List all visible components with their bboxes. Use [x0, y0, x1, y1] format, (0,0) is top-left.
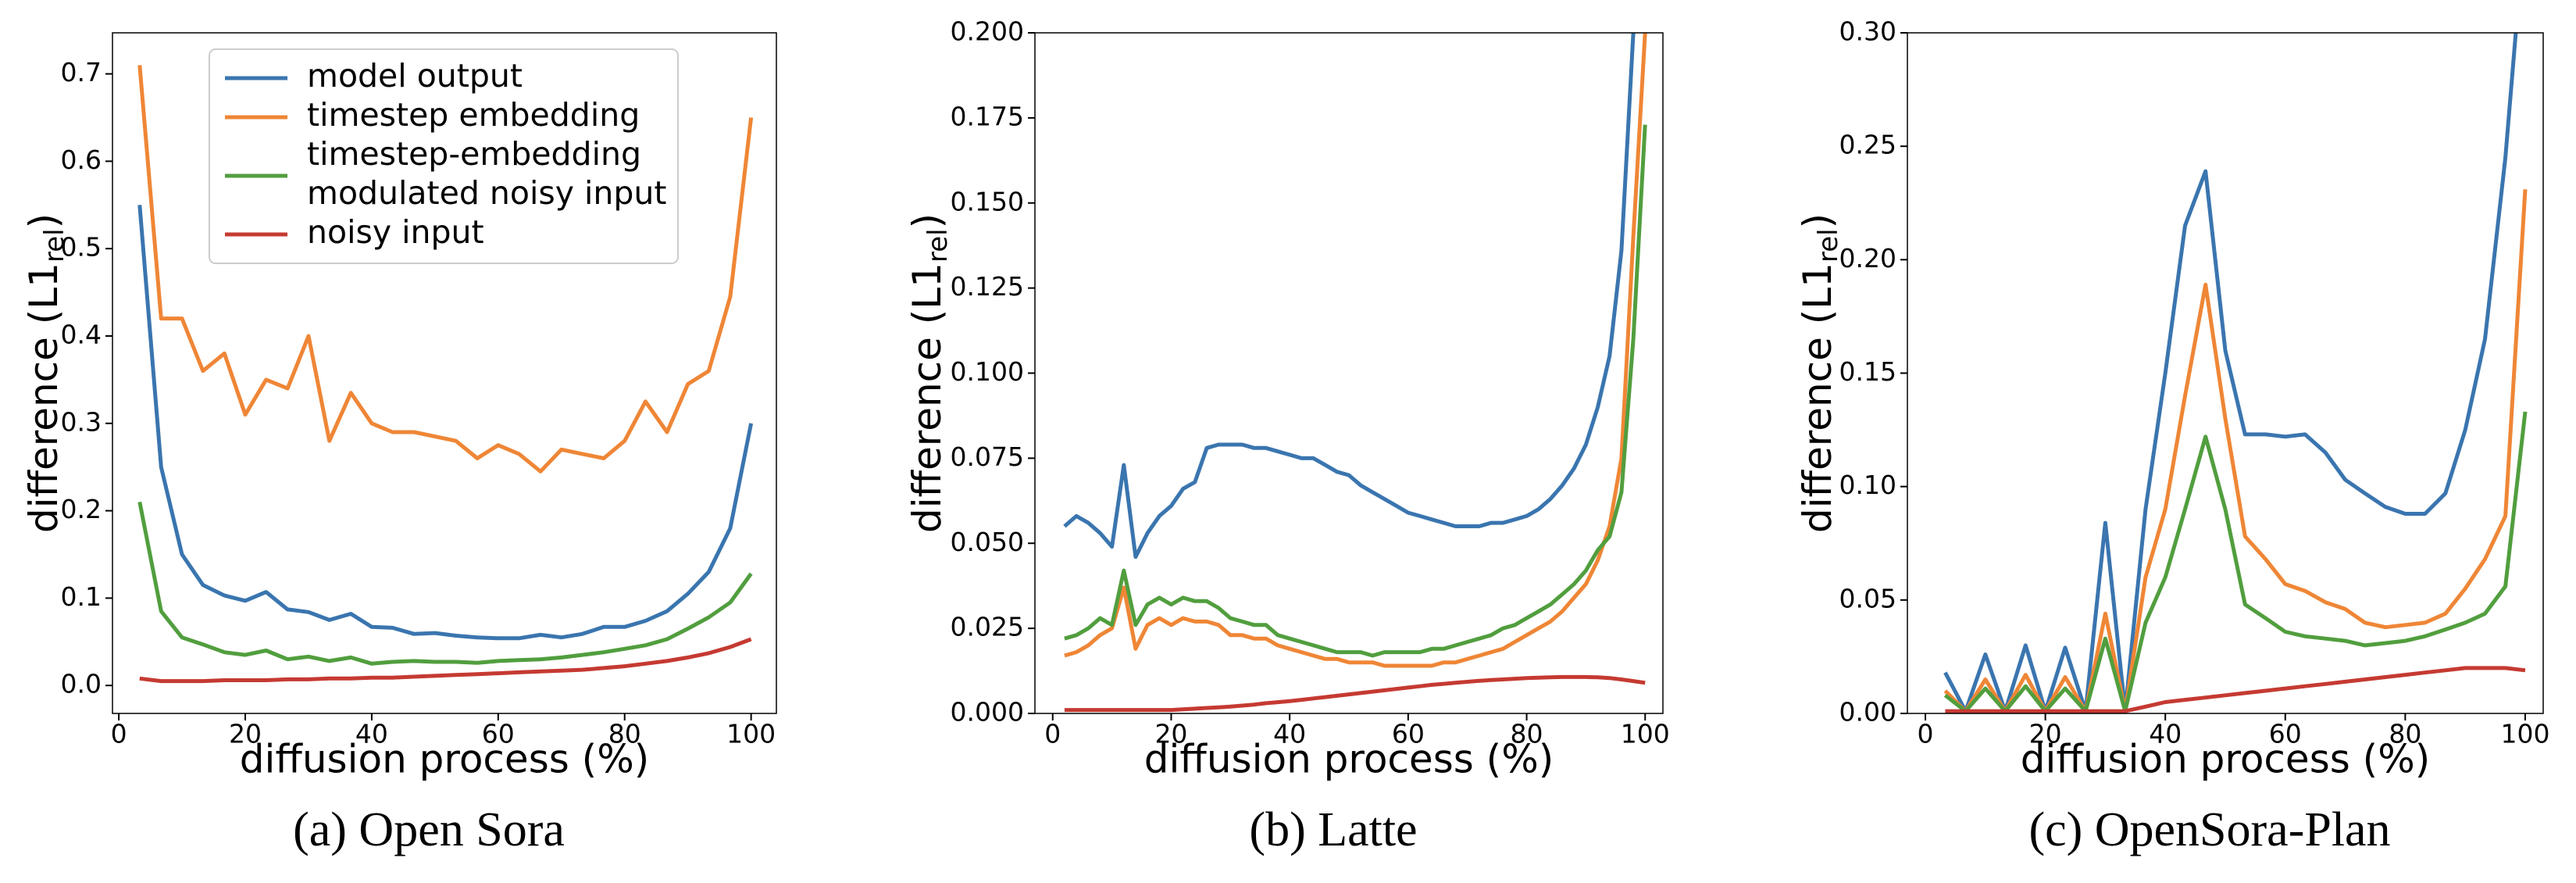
y-tick-label: 0.150 — [951, 186, 1024, 216]
x-tick-label: 20 — [1154, 719, 1187, 749]
series-line — [1064, 33, 1647, 668]
x-tick-label: 60 — [482, 719, 515, 749]
series-line — [1943, 411, 2528, 713]
plot-frame — [112, 32, 777, 714]
y-axis-label: difference (L1rel) — [904, 213, 954, 533]
series-line — [1064, 124, 1647, 658]
y-tick-label: 0.25 — [1839, 130, 1896, 160]
legend-box — [209, 48, 679, 264]
x-tick-label: 100 — [726, 719, 776, 749]
series-line — [1943, 33, 2518, 713]
x-tick-label: 20 — [2029, 719, 2062, 749]
x-tick-label: 100 — [1621, 719, 1670, 749]
x-tick-label: 60 — [2269, 719, 2302, 749]
y-axis-label-end: ) — [904, 213, 950, 229]
series-line — [1063, 33, 1636, 559]
legend-label-line: modulated noisy input — [307, 174, 667, 212]
x-tick-label: 80 — [2389, 719, 2421, 749]
series-line — [139, 637, 752, 684]
chart-caption: (c) OpenSora-Plan — [2028, 803, 2390, 856]
y-tick-label: 0.15 — [1839, 356, 1896, 387]
x-tick-label: 0 — [1044, 719, 1061, 749]
y-tick-label: 0.100 — [951, 356, 1024, 387]
y-axis-label-sub: rel — [1813, 228, 1844, 263]
y-tick-label: 0.4 — [61, 319, 102, 349]
plot-frame — [1907, 32, 2544, 714]
legend-label-line: timestep-embedding — [307, 135, 641, 173]
y-tick-label: 0.125 — [951, 271, 1024, 302]
y-tick-label: 0.6 — [61, 145, 102, 175]
chart-caption: (b) Latte — [1249, 803, 1417, 856]
y-tick-label: 0.025 — [951, 612, 1024, 642]
x-tick-label: 40 — [1273, 719, 1306, 749]
x-tick-label: 40 — [355, 719, 388, 749]
x-tick-label: 80 — [608, 719, 641, 749]
lines — [1943, 33, 2528, 713]
series-line — [137, 501, 753, 666]
lines — [137, 65, 754, 684]
chart-caption: (a) Open Sora — [293, 803, 565, 856]
x-tick-label: 100 — [2500, 719, 2549, 749]
y-axis-label: difference (L1rel) — [1795, 213, 1844, 533]
y-tick-label: 0.20 — [1839, 243, 1896, 273]
series-line — [137, 65, 754, 474]
y-tick-label: 0.3 — [61, 406, 102, 437]
y-axis-label-sub: rel — [922, 228, 954, 263]
series-line — [137, 205, 754, 641]
plot-frame — [1034, 32, 1664, 714]
y-tick-label: 0.10 — [1839, 470, 1896, 500]
y-tick-label: 0.5 — [61, 232, 102, 263]
x-tick-label: 80 — [1511, 719, 1543, 749]
x-tick-label: 40 — [2149, 719, 2182, 749]
y-tick-label: 0.30 — [1839, 16, 1896, 47]
y-axis-label-main: difference (L1 — [904, 263, 950, 533]
y-axis-label: difference (L1rel) — [21, 213, 70, 533]
legend-label-text: timestep-embedding modulated noisy input — [307, 135, 667, 212]
y-axis-label-main: difference (L1 — [1795, 263, 1840, 533]
legend-label: timestep-embedding modulated noisy input — [307, 135, 667, 212]
legend-label-text: model output — [307, 57, 523, 95]
legend-label: model output — [307, 57, 523, 95]
legend-label-text: timestep embedding — [307, 96, 640, 134]
lines — [1063, 33, 1647, 713]
series-line — [1945, 666, 2526, 713]
y-tick-label: 0.1 — [61, 581, 102, 612]
x-axis-label: diffusion process (%) — [1144, 737, 1554, 782]
x-axis-label: diffusion process (%) — [240, 737, 649, 782]
y-tick-label: 0.00 — [1839, 697, 1896, 727]
x-tick-label: 0 — [111, 719, 127, 749]
y-tick-label: 0.0 — [61, 669, 102, 699]
x-tick-label: 0 — [1918, 719, 1934, 749]
legend-label-text: noisy input — [307, 213, 484, 251]
chart: 0.000 0.025 0.050 0.075 0.100 0.125 0.150 0.175… — [904, 16, 1670, 857]
x-tick-label: 60 — [1392, 719, 1425, 749]
y-tick-label: 0.050 — [951, 527, 1024, 557]
chart: 0.00 0.05 0.10 0.15 0.20 0.25 0.30 0 20 40 60 80 100… — [1795, 16, 2550, 857]
series-line — [1064, 674, 1646, 713]
y-tick-label: 0.175 — [951, 101, 1024, 131]
chart: 0.0 0.1 0.2 0.3 0.4 0.5 0.6 0.7 0 20 40 60 80 100 diff… — [21, 32, 777, 856]
y-tick-label: 0.7 — [61, 57, 102, 88]
x-axis-label: diffusion process (%) — [2021, 737, 2430, 782]
y-axis-label-end: ) — [21, 213, 66, 229]
y-tick-label: 0.000 — [951, 697, 1024, 727]
legend-label: timestep embedding — [307, 96, 640, 134]
x-tick-label: 20 — [229, 719, 262, 749]
y-tick-label: 0.200 — [951, 16, 1024, 47]
y-tick-label: 0.075 — [951, 442, 1024, 472]
y-tick-label: 0.2 — [61, 494, 102, 524]
y-axis-label-sub: rel — [39, 228, 70, 263]
y-axis-label-main: difference (L1 — [21, 263, 66, 533]
y-axis-label-end: ) — [1795, 213, 1840, 229]
y-tick-label: 0.05 — [1839, 583, 1896, 613]
legend-label: noisy input — [307, 213, 484, 251]
